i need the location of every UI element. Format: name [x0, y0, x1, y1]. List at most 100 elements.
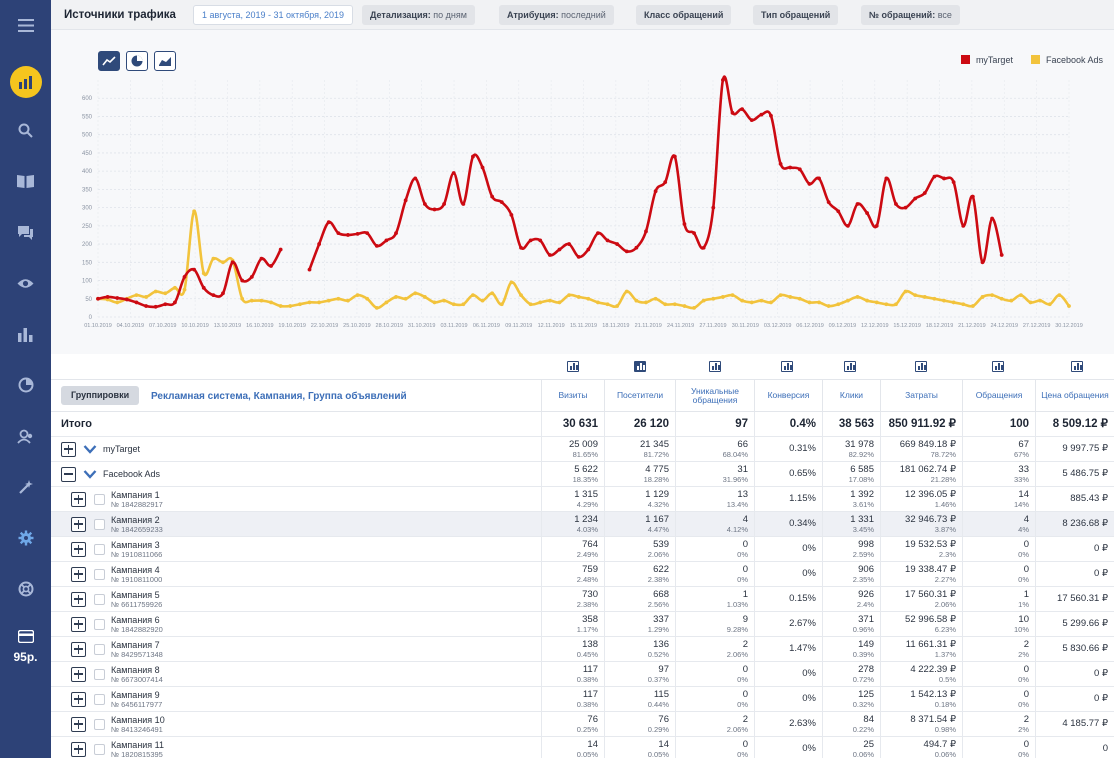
request-type-filter[interactable]: Тип обращений	[753, 5, 839, 25]
row-checkbox[interactable]	[94, 618, 105, 630]
campaign-label[interactable]: Кампания 4 № 1910811000	[111, 565, 162, 584]
bar-glyph	[787, 363, 789, 370]
row-checkbox[interactable]	[94, 718, 105, 730]
column-header[interactable]: Уникальные обращения	[675, 380, 754, 411]
network-name[interactable]: Facebook Ads	[103, 469, 161, 479]
area-chart-toggle[interactable]	[154, 51, 176, 71]
expand-button[interactable]	[71, 616, 86, 632]
network-row[interactable]: myTarget 25 009 81.65% 21 345 81.72% 66 68.04%…	[51, 437, 1114, 462]
row-checkbox[interactable]	[94, 668, 105, 680]
network-name[interactable]: myTarget	[103, 444, 141, 454]
pie-chart-toggle[interactable]	[126, 51, 148, 71]
magic-wand-icon[interactable]	[0, 467, 51, 507]
expand-button[interactable]	[71, 666, 86, 682]
column-chart-toggle-icon[interactable]	[844, 361, 856, 372]
pie-chart-icon[interactable]	[0, 365, 51, 405]
column-chart-toggle-icon[interactable]	[709, 361, 721, 372]
column-header[interactable]: Конверсия	[754, 380, 822, 411]
legend-item-mytarget[interactable]: myTarget	[960, 55, 1013, 65]
campaign-row[interactable]: Кампания 1 № 1842882917 1 315 4.29% 1 129 4.3…	[51, 487, 1114, 512]
request-class-filter[interactable]: Класс обращений	[636, 5, 732, 25]
data-point-facebook-ads	[826, 304, 831, 308]
attribution-filter[interactable]: Атрибуция: последний	[499, 5, 614, 25]
campaign-row[interactable]: Кампания 4 № 1910811000 759 2.48% 622 2.38% 0 0…	[51, 562, 1114, 587]
row-checkbox[interactable]	[94, 568, 105, 580]
data-point-mytarget	[672, 154, 677, 159]
eye-icon[interactable]	[0, 263, 51, 303]
campaign-label[interactable]: Кампания 1 № 1842882917	[111, 490, 163, 509]
campaign-label[interactable]: Кампания 10 № 8413246491	[111, 715, 165, 734]
collapse-button[interactable]	[61, 466, 76, 482]
lifebuoy-icon[interactable]	[0, 569, 51, 609]
campaign-row[interactable]: Кампания 5 № 6611759926 730 2.38% 668 2.56% 1 1…	[51, 587, 1114, 612]
traffic-line-chart[interactable]: 0 50 100 150 200 250 300 350 400 450 500 550 600 01.1…	[51, 30, 1114, 354]
campaign-label[interactable]: Кампания 9 № 6456117977	[111, 690, 162, 709]
chat-icon[interactable]	[0, 212, 51, 252]
chevron-down-icon[interactable]	[83, 444, 97, 454]
row-checkbox[interactable]	[94, 693, 105, 705]
row-checkbox[interactable]	[94, 743, 105, 755]
expand-button[interactable]	[71, 566, 86, 582]
column-header[interactable]: Затраты	[880, 380, 962, 411]
detail-filter[interactable]: Детализация: по дням	[362, 5, 475, 25]
bar-chart-icon[interactable]	[0, 314, 51, 354]
expand-button[interactable]	[71, 491, 86, 507]
campaign-row[interactable]: Кампания 2 № 1842659233 1 234 4.03% 1 167 4.4…	[51, 512, 1114, 537]
campaign-label[interactable]: Кампания 11 № 1820815395	[111, 740, 164, 758]
campaign-label[interactable]: Кампания 6 № 1842882920	[111, 615, 163, 634]
expand-button[interactable]	[71, 641, 86, 657]
table-cell: 5 486.75 ₽	[1035, 462, 1114, 486]
column-header[interactable]: Визиты	[541, 380, 604, 411]
dashboard-icon[interactable]	[0, 62, 51, 102]
column-header[interactable]: Клики	[822, 380, 880, 411]
campaign-label[interactable]: Кампания 8 № 6673007414	[111, 665, 163, 684]
expand-button[interactable]	[71, 741, 86, 757]
column-header[interactable]: Обращения	[962, 380, 1035, 411]
request-number-filter[interactable]: № обращений: все	[861, 5, 960, 25]
users-icon[interactable]	[0, 416, 51, 456]
grouping-label[interactable]: Рекламная система, Кампания, Группа объя…	[151, 391, 407, 402]
column-header[interactable]: Посетители	[604, 380, 675, 411]
row-checkbox[interactable]	[94, 493, 105, 505]
column-chart-toggle-icon[interactable]	[1071, 361, 1083, 372]
campaign-label[interactable]: Кампания 5 № 6611759926	[111, 590, 162, 609]
campaign-row[interactable]: Кампания 7 № 8429571348 138 0.45% 136 0.52% 2 2…	[51, 637, 1114, 662]
campaign-label[interactable]: Кампания 7 № 8429571348	[111, 640, 163, 659]
expand-button[interactable]	[71, 516, 86, 532]
column-chart-toggle-icon[interactable]	[781, 361, 793, 372]
expand-button[interactable]	[71, 691, 86, 707]
total-row[interactable]: Итого 30 631 26 120 97 0.4% 38 563 850 911.92 …	[51, 412, 1114, 437]
search-icon[interactable]	[0, 110, 51, 150]
expand-button[interactable]	[71, 716, 86, 732]
chevron-down-icon[interactable]	[83, 469, 97, 479]
campaign-row[interactable]: Кампания 11 № 1820815395 14 0.05% 14 0.05% 0 0%…	[51, 737, 1114, 758]
row-checkbox[interactable]	[94, 543, 105, 555]
campaign-row[interactable]: Кампания 8 № 6673007414 117 0.38% 97 0.37% 0 0%…	[51, 662, 1114, 687]
campaign-row[interactable]: Кампания 3 № 1910811066 764 2.49% 539 2.06% 0 0…	[51, 537, 1114, 562]
menu-icon[interactable]	[0, 5, 51, 45]
column-header[interactable]: Цена обращения	[1035, 380, 1114, 411]
row-checkbox[interactable]	[94, 643, 105, 655]
grouping-button[interactable]: Группировки	[61, 386, 140, 405]
expand-button[interactable]	[71, 541, 86, 557]
campaign-label[interactable]: Кампания 3 № 1910811066	[111, 540, 162, 559]
network-row[interactable]: Facebook Ads 5 622 18.35% 4 775 18.28% 31 31.9…	[51, 462, 1114, 487]
column-chart-toggle-icon[interactable]	[915, 361, 927, 372]
row-checkbox[interactable]	[94, 593, 105, 605]
campaign-row[interactable]: Кампания 9 № 6456117977 117 0.38% 115 0.44% 0 0…	[51, 687, 1114, 712]
campaign-row[interactable]: Кампания 10 № 8413246491 76 0.25% 76 0.29% 2 2.…	[51, 712, 1114, 737]
column-chart-toggle-icon[interactable]	[634, 361, 646, 372]
row-checkbox[interactable]	[94, 518, 105, 530]
legend-item-facebook[interactable]: Facebook Ads	[1030, 55, 1103, 65]
campaign-label[interactable]: Кампания 2 № 1842659233	[111, 515, 163, 534]
campaign-row[interactable]: Кампания 6 № 1842882920 358 1.17% 337 1.29% 9 9…	[51, 612, 1114, 637]
expand-button[interactable]	[61, 441, 76, 457]
gear-icon[interactable]	[0, 518, 51, 558]
expand-button[interactable]	[71, 591, 86, 607]
column-chart-toggle-icon[interactable]	[992, 361, 1004, 372]
book-icon[interactable]	[0, 161, 51, 201]
line-chart-toggle[interactable]	[98, 51, 120, 71]
column-chart-toggle-icon[interactable]	[567, 361, 579, 372]
balance-widget[interactable]: 95р.	[0, 629, 51, 664]
date-range-picker[interactable]: 1 августа, 2019 - 31 октября, 2019	[193, 5, 354, 25]
